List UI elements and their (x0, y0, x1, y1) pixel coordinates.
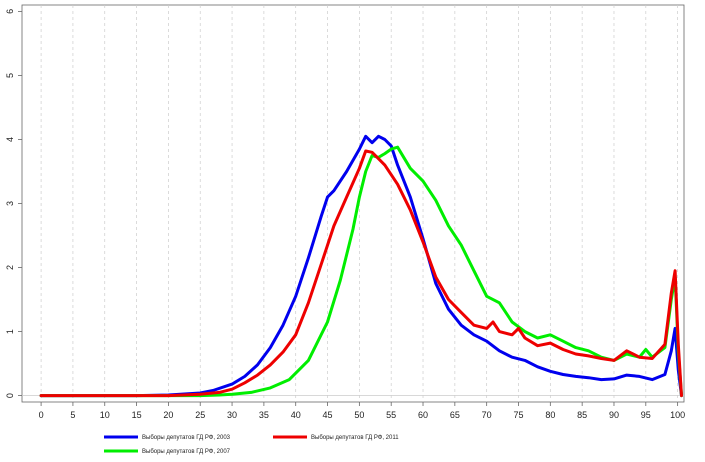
x-tick-label: 25 (195, 410, 205, 420)
x-tick-label: 50 (354, 410, 364, 420)
x-tick-label: 95 (641, 410, 651, 420)
x-tick-label: 55 (386, 410, 396, 420)
x-tick-label: 10 (100, 410, 110, 420)
y-tick-label: 6 (5, 9, 15, 14)
y-tick-label: 1 (5, 329, 15, 334)
plot-border (21, 4, 685, 403)
x-tick-label: 15 (132, 410, 142, 420)
series-line-2 (39, 149, 683, 398)
axes: 0 5 10 15 20 25 30 35 40 45 50 55 60 65 70 75 80 85 90 95 10… (5, 9, 685, 420)
x-tick-label: 70 (482, 410, 492, 420)
x-tick-label: 45 (323, 410, 333, 420)
y-tick-label: 4 (5, 137, 15, 142)
x-tick-label: 40 (291, 410, 301, 420)
series-line-0 (39, 134, 683, 398)
x-tick-label: 100 (670, 410, 685, 420)
y-tick-label: 0 (5, 393, 15, 398)
grid (22, 5, 684, 402)
x-tick-label: 80 (545, 410, 555, 420)
y-tick-label: 3 (5, 201, 15, 206)
x-tick-label: 35 (259, 410, 269, 420)
legend-label-0: Выборы депутатов ГД РФ, 2003 (142, 435, 231, 441)
x-tick-label: 65 (450, 410, 460, 420)
series-lines (39, 134, 683, 398)
y-tick-label: 5 (5, 73, 15, 78)
legend-label-1: Выборы депутатов ГД РФ, 2007 (142, 449, 231, 455)
x-tick-label: 20 (163, 410, 173, 420)
legend-label-2: Выборы депутатов ГД РФ, 2011 (311, 435, 399, 441)
y-tick-label: 2 (5, 265, 15, 270)
legend: Выборы депутатов ГД РФ, 2003 Выборы депут… (104, 435, 399, 455)
x-tick-label: 85 (577, 410, 587, 420)
x-tick-label: 75 (513, 410, 523, 420)
x-tick-label: 30 (227, 410, 237, 420)
x-tick-label: 60 (418, 410, 428, 420)
x-tick-label: 0 (39, 410, 44, 420)
x-tick-label: 5 (70, 410, 75, 420)
x-tick-label: 90 (609, 410, 619, 420)
series-line-1 (39, 145, 683, 398)
